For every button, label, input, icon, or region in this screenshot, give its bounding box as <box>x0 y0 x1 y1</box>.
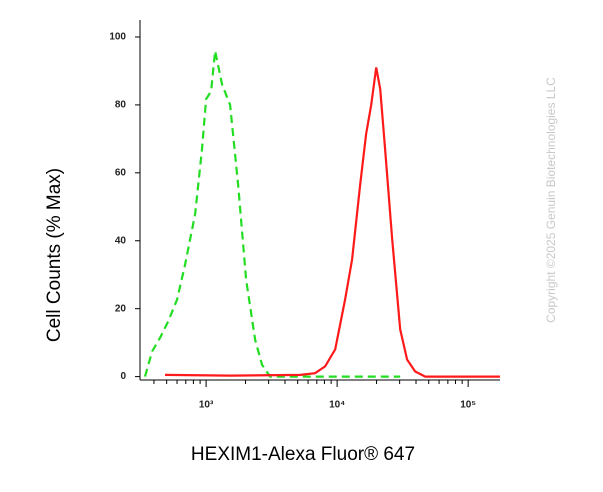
x-tick-label: 10⁴ <box>329 400 345 411</box>
x-axis-label: HEXIM1-Alexa Fluor® 647 <box>191 444 415 465</box>
y-tick-label: 80 <box>115 100 127 111</box>
series-line <box>164 67 500 378</box>
y-tick-label: 40 <box>115 235 127 246</box>
y-tick-label: 100 <box>109 32 126 43</box>
y-tick-label: 20 <box>115 303 127 314</box>
y-axis-label: Cell Counts (% Max) <box>44 168 65 342</box>
x-tick-label: 10⁵ <box>460 400 476 411</box>
y-tick-label: 60 <box>115 167 127 178</box>
y-tick-label: 0 <box>120 371 126 382</box>
watermark: Copyright ©2025 Genuin Biotechnologies L… <box>544 77 558 323</box>
x-tick-label: 10³ <box>199 400 214 411</box>
series-line <box>143 50 401 378</box>
